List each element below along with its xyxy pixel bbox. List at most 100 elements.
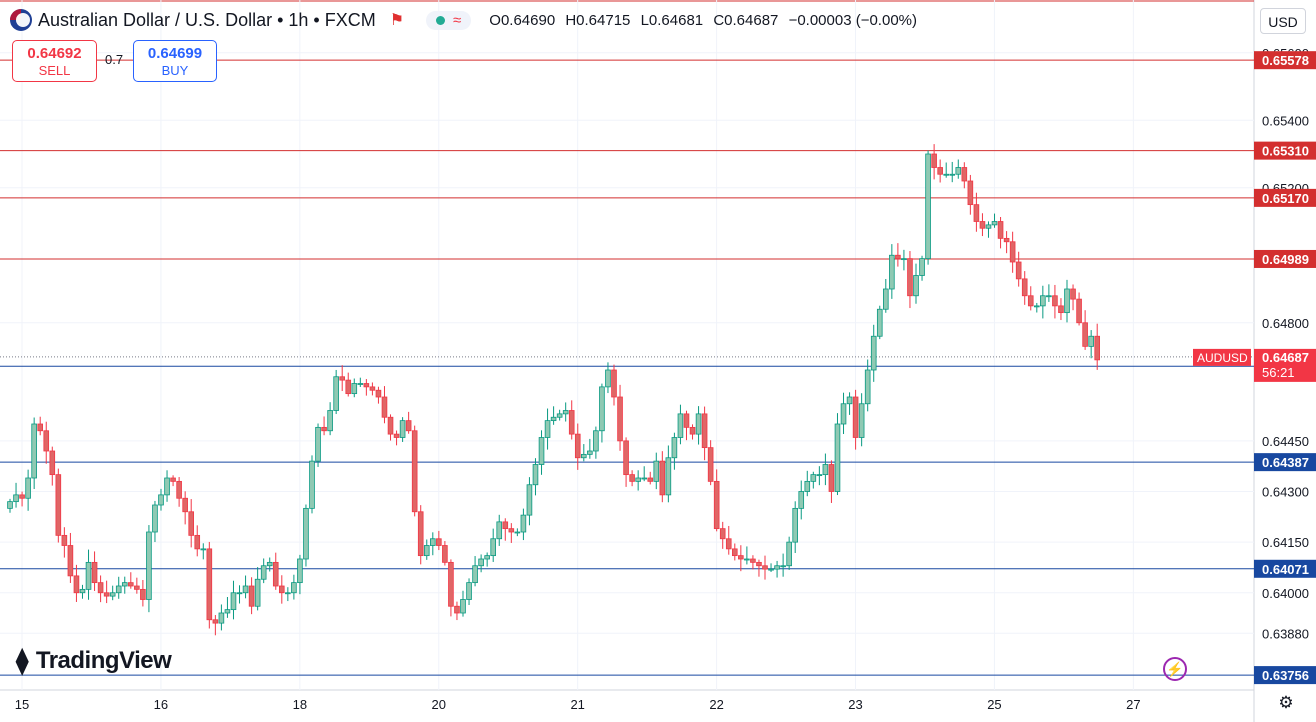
sell-button[interactable]: 0.64692 SELL [12, 40, 97, 82]
open-value: O0.64690 [489, 11, 556, 29]
candle-down [997, 221, 1004, 239]
candle-up [514, 531, 521, 534]
support-level-label-bg [1254, 453, 1316, 472]
candle-up [472, 565, 478, 584]
candle-down [182, 497, 188, 513]
lightning-icon[interactable]: ⚡ [1163, 657, 1187, 681]
last-price-label-bg [1254, 348, 1316, 382]
candle-up [1034, 305, 1040, 308]
close-value: C0.64687 [713, 11, 779, 29]
support-level-label-bg [1254, 559, 1316, 578]
candle-up [925, 153, 931, 260]
candle-up [218, 612, 225, 624]
candle-down [961, 167, 968, 182]
candle-down [176, 480, 182, 499]
candle-down [363, 383, 370, 388]
candle-up [840, 403, 847, 425]
candle-down [1070, 288, 1076, 300]
x-tick-label: 27 [1126, 697, 1140, 712]
candle-up [695, 413, 702, 435]
resistance-level-label-bg [1254, 188, 1316, 207]
x-tick-label: 23 [848, 697, 862, 712]
candle-up [526, 484, 533, 516]
resistance-level-label: 0.64989 [1262, 252, 1309, 267]
candle-up [532, 464, 539, 486]
candle-up [460, 599, 466, 614]
x-tick-label: 25 [987, 697, 1001, 712]
resistance-level-label: 0.65170 [1262, 191, 1309, 206]
candle-down [979, 221, 986, 229]
y-tick-label: 0.64800 [1262, 316, 1309, 331]
candle-down [67, 545, 74, 577]
candle-down [732, 548, 738, 557]
support-level-label: 0.64071 [1262, 562, 1309, 577]
candle-down [1015, 261, 1022, 280]
candle-up [550, 416, 557, 422]
time-axis[interactable]: 15 16 18 20 21 22 23 25 27 [15, 697, 1141, 712]
spread-value: 0.7 [105, 52, 124, 67]
support-level-label: 0.63756 [1262, 668, 1309, 683]
candle-up [309, 460, 315, 509]
candle-down [502, 521, 509, 530]
candle-down [508, 528, 515, 533]
candle-up [315, 426, 321, 462]
symbol-tag: AUDUSD [1197, 351, 1248, 365]
symbol-title[interactable]: Australian Dollar / U.S. Dollar • 1h • F… [38, 9, 376, 30]
candle-up [949, 173, 956, 176]
flag-icon[interactable]: ⚑ [389, 12, 405, 29]
candle-down [134, 585, 140, 590]
resistance-level-label-bg [1254, 51, 1316, 70]
candle-down [629, 474, 635, 482]
settings-gear-icon[interactable]: ⚙ [1278, 693, 1294, 712]
candle-up [399, 420, 406, 438]
candle-down [345, 379, 352, 395]
candle-up [429, 538, 436, 546]
buy-button[interactable]: 0.64699 BUY [133, 40, 217, 82]
change-value: −0.00003 (−0.00%) [788, 11, 917, 29]
candle-down [907, 258, 913, 297]
candle-down [103, 592, 110, 597]
price-axis[interactable]: 0.656000.654000.652000.648000.644500.643… [1193, 46, 1316, 685]
candle-up [520, 514, 527, 533]
candle-up [677, 413, 684, 438]
candle-up [816, 474, 823, 477]
candle-down [719, 528, 726, 540]
support-level-label: 0.64387 [1262, 455, 1309, 470]
candle-up [327, 410, 333, 432]
candle-up [351, 383, 358, 395]
symbol-tag-bg [1193, 348, 1251, 366]
candle-up [919, 258, 925, 276]
candle-down [762, 565, 768, 570]
currency-button[interactable]: USD [1260, 8, 1306, 34]
candle-up [224, 609, 231, 614]
y-tick-label: 0.64300 [1262, 485, 1309, 500]
chart-header: Australian Dollar / U.S. Dollar • 1h • F… [10, 8, 923, 32]
candle-down [127, 582, 134, 587]
candle-up [556, 413, 563, 418]
candle-down [713, 480, 720, 530]
candle-up [834, 423, 841, 492]
candle-up [665, 457, 672, 496]
candle-up [1040, 295, 1046, 307]
market-open-dot-icon [436, 15, 446, 25]
candle-up [496, 521, 503, 540]
sell-price: 0.64692 [27, 45, 82, 62]
x-tick-label: 15 [15, 697, 29, 712]
x-tick-label: 21 [570, 697, 584, 712]
candle-up [484, 555, 490, 560]
candle-up [744, 558, 750, 561]
candle-up [254, 578, 261, 607]
candle-down [19, 494, 25, 499]
candle-down [1058, 305, 1064, 314]
low-value: L0.64681 [640, 11, 704, 29]
candle-up [266, 561, 273, 567]
candle-up [913, 275, 919, 297]
wave-icon: ≈ [453, 11, 462, 29]
candle-up [593, 430, 599, 452]
candle-down [701, 413, 708, 449]
candle-up [1064, 288, 1070, 314]
tradingview-logo[interactable]: ⧫ TradingView [16, 646, 172, 676]
resistance-level-label-bg [1254, 249, 1316, 268]
market-status-pill[interactable]: ≈ [426, 10, 472, 30]
